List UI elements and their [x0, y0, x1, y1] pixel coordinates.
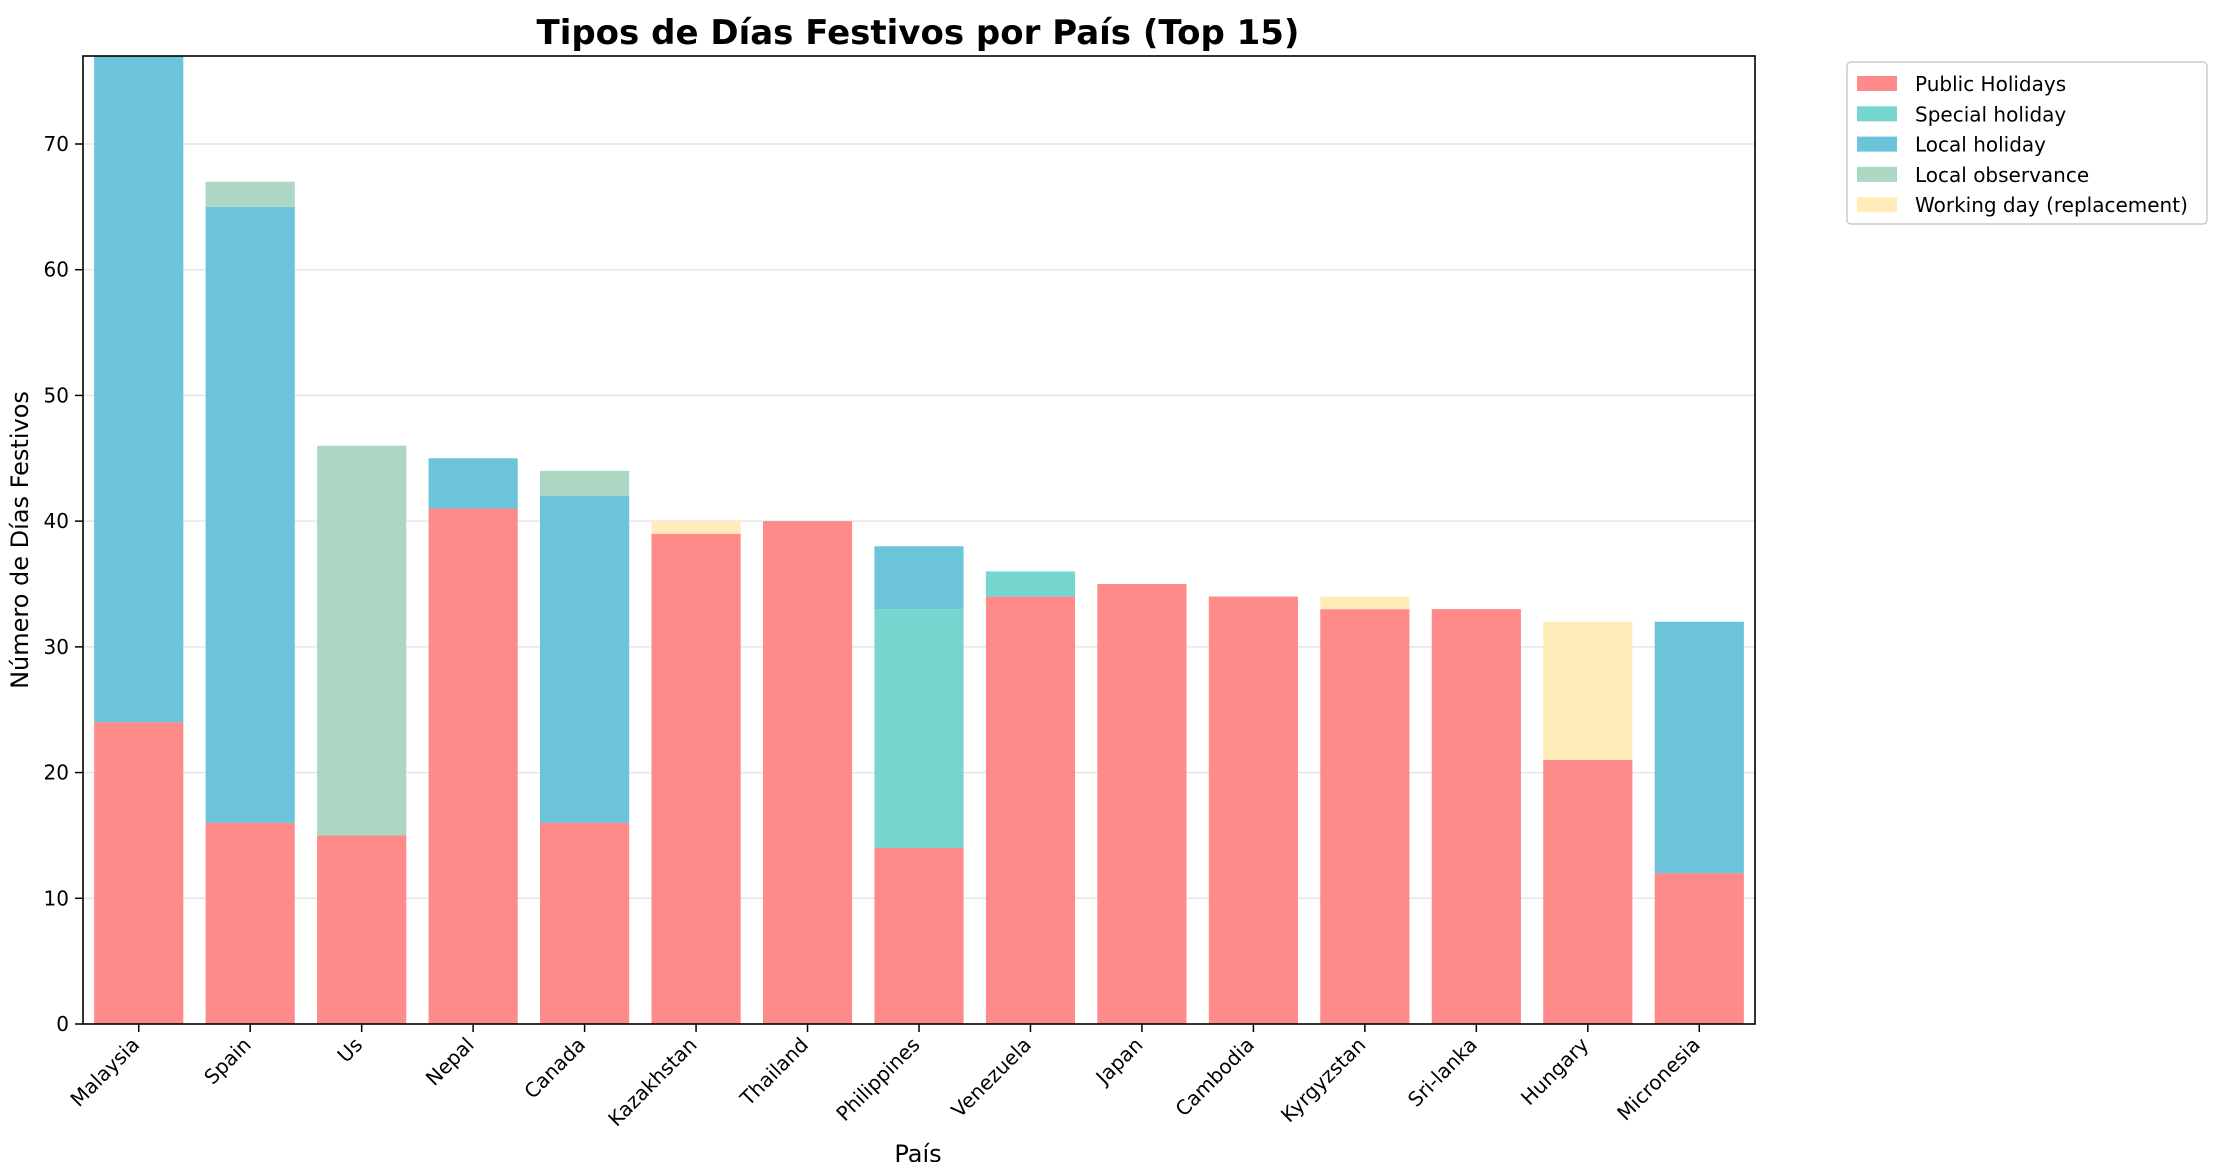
bar-nepal-local-holiday: [428, 458, 518, 509]
bar-stack-area: [94, 56, 1744, 1024]
bar-venezuela-special-holiday: [985, 571, 1076, 597]
legend-swatch-working-day-replacement: [1857, 197, 1897, 213]
y-axis-label: Número de Días Festivos: [6, 391, 34, 689]
bar-kyrgyzstan-public-holidays: [1320, 609, 1410, 1024]
bar-spain-local-observance: [205, 181, 295, 207]
bar-philippines-special-holiday: [874, 609, 964, 848]
legend-swatch-local-observance: [1857, 166, 1897, 182]
x-tick-label-micronesia: Micronesia: [1612, 1033, 1705, 1126]
x-tick-label-hungary: Hungary: [1516, 1032, 1593, 1109]
bar-philippines-local-holiday: [874, 546, 964, 610]
bar-kazakhstan-public-holidays: [651, 533, 741, 1024]
chart-title: Tipos de Días Festivos por País (Top 15): [537, 13, 1300, 53]
legend-swatch-local-holiday: [1857, 136, 1897, 152]
x-tick-label-nepal: Nepal: [421, 1033, 479, 1091]
x-tick-label-malaysia: Malaysia: [65, 1033, 144, 1112]
x-tick-label-cambodia: Cambodia: [1170, 1033, 1258, 1121]
bar-canada-local-holiday: [540, 496, 630, 823]
bar-malaysia-local-holiday: [94, 56, 184, 723]
x-axis-ticks: Malaysia Spain Us Nepal Canada Kazakhstan Thai…: [65, 1024, 1705, 1131]
y-tick-label: 30: [44, 635, 69, 659]
legend-label-special-holiday: Special holiday: [1915, 102, 2066, 126]
legend-box: [1846, 61, 2208, 225]
bar-us-public-holidays: [317, 835, 407, 1024]
y-tick-label: 70: [44, 132, 69, 156]
x-tick-label-japan: Japan: [1090, 1033, 1148, 1091]
bar-cambodia-public-holidays: [1208, 596, 1298, 1024]
x-tick-label-kyrgyzstan: Kyrgyzstan: [1276, 1033, 1370, 1127]
bar-canada-public-holidays: [540, 822, 630, 1024]
legend-label-local-holiday: Local holiday: [1915, 133, 2046, 157]
bar-canada-local-observance: [540, 470, 630, 496]
x-tick-label-venezuela: Venezuela: [946, 1033, 1036, 1123]
y-tick-label: 40: [44, 509, 69, 533]
y-axis-ticks: 0 10 20 30 40 50 60 70: [44, 132, 83, 1036]
y-tick-label: 0: [56, 1012, 69, 1036]
x-tick-label-kazakhstan: Kazakhstan: [603, 1033, 701, 1131]
bar-philippines-public-holidays: [874, 848, 964, 1024]
y-tick-label: 60: [44, 258, 69, 282]
x-tick-label-sri-lanka: Sri-lanka: [1403, 1033, 1482, 1112]
x-tick-label-canada: Canada: [519, 1033, 590, 1104]
bar-japan-public-holidays: [1097, 584, 1187, 1024]
legend-label-public-holidays: Public Holidays: [1915, 72, 2066, 96]
x-tick-label-spain: Spain: [199, 1033, 255, 1089]
legend-swatch-special-holiday: [1857, 106, 1897, 122]
bar-spain-public-holidays: [205, 822, 295, 1024]
bar-thailand-public-holidays: [762, 521, 853, 1024]
legend-label-local-observance: Local observance: [1915, 163, 2089, 187]
legend: Public Holidays Special holiday Local holi…: [1846, 61, 2208, 225]
bar-spain-local-holiday: [205, 206, 295, 823]
bar-hungary-working-day-replacement: [1543, 621, 1633, 760]
legend-label-working-day-replacement: Working day (replacement): [1915, 193, 2188, 217]
bar-nepal-public-holidays: [428, 508, 518, 1024]
x-tick-label-thailand: Thailand: [735, 1033, 813, 1111]
y-tick-label: 10: [44, 886, 69, 910]
x-tick-label-us: Us: [333, 1033, 368, 1068]
bar-hungary-public-holidays: [1543, 760, 1633, 1024]
bar-venezuela-public-holidays: [985, 596, 1076, 1024]
bar-micronesia-local-holiday: [1654, 621, 1744, 874]
y-tick-label: 50: [44, 383, 69, 407]
bar-sri-lanka-public-holidays: [1431, 609, 1521, 1024]
bar-us-local-observance: [317, 445, 407, 836]
bar-kyrgyzstan-working-day-replacement: [1320, 596, 1410, 610]
y-tick-label: 20: [44, 761, 69, 785]
bar-micronesia-public-holidays: [1654, 873, 1744, 1024]
legend-swatch-public-holidays: [1857, 76, 1897, 91]
bar-malaysia-public-holidays: [94, 722, 184, 1024]
x-tick-label-philippines: Philippines: [831, 1033, 924, 1126]
bar-kazakhstan-working-day-replacement: [651, 521, 741, 534]
x-axis-label: País: [894, 1140, 941, 1162]
